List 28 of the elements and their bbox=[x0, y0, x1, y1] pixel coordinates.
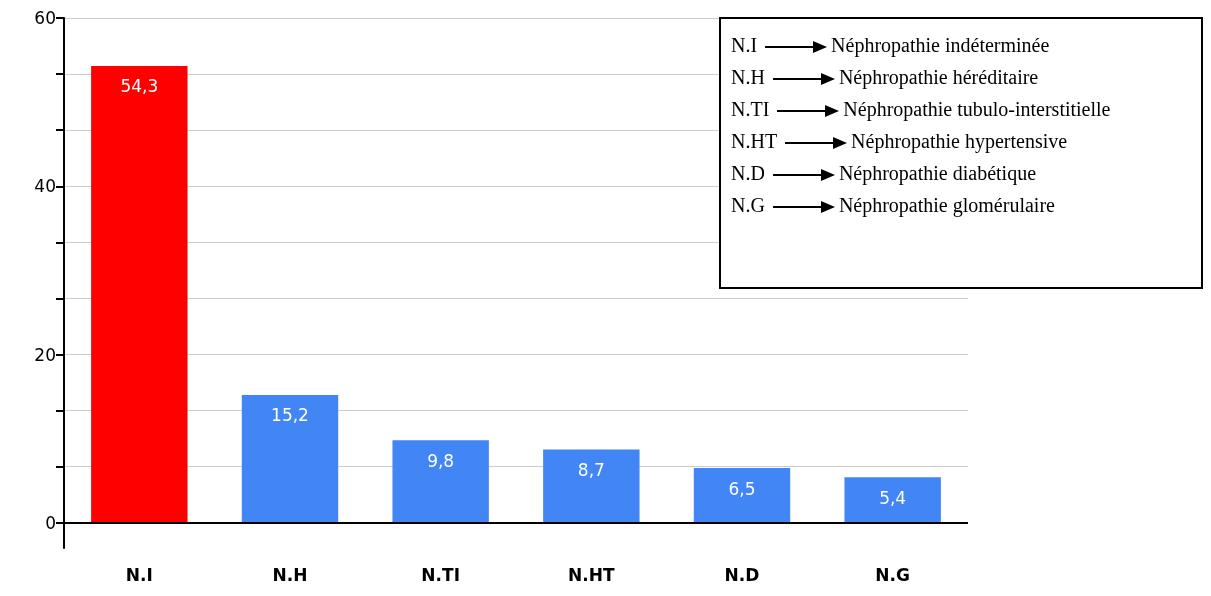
category-label: N.TI bbox=[731, 98, 770, 120]
data-label: 15,2 bbox=[271, 405, 309, 426]
x-tick-label: N.HT bbox=[568, 564, 615, 585]
annotation: Néphropathie glomérulaire bbox=[838, 194, 1055, 216]
annotation: Néphropathie héréditaire bbox=[838, 66, 1039, 88]
annotation: Néphropathie diabétique bbox=[838, 162, 1037, 184]
category-label: N.I bbox=[731, 34, 758, 56]
y-tick-label: 40 bbox=[34, 176, 56, 197]
x-tick-label: N.H bbox=[272, 564, 308, 585]
data-label: 9,8 bbox=[427, 450, 455, 471]
x-tick-label: N.I bbox=[125, 564, 153, 585]
annotation: Néphropathie indéterminée bbox=[831, 34, 1050, 56]
y-tick-label: 60 bbox=[34, 8, 56, 28]
x-tick-label: N.G bbox=[875, 564, 910, 585]
data-label: 8,7 bbox=[577, 460, 605, 481]
annotation: Néphropathie hypertensive bbox=[851, 130, 1068, 152]
category-label: N.G bbox=[731, 194, 765, 216]
annotation: Néphropathie tubulo-interstitielle bbox=[843, 98, 1111, 120]
data-label: 6,5 bbox=[728, 478, 756, 499]
x-tick-label: N.D bbox=[724, 564, 760, 585]
data-label: 5,4 bbox=[879, 487, 907, 508]
x-tick-label: N.TI bbox=[421, 564, 460, 585]
category-label: N.H bbox=[731, 66, 765, 88]
category-label: N.D bbox=[731, 162, 765, 184]
data-label: 54,3 bbox=[120, 76, 159, 97]
y-tick-label: 0 bbox=[45, 512, 56, 533]
y-tick-label: 20 bbox=[34, 344, 56, 365]
category-label: N.HT bbox=[731, 130, 778, 152]
